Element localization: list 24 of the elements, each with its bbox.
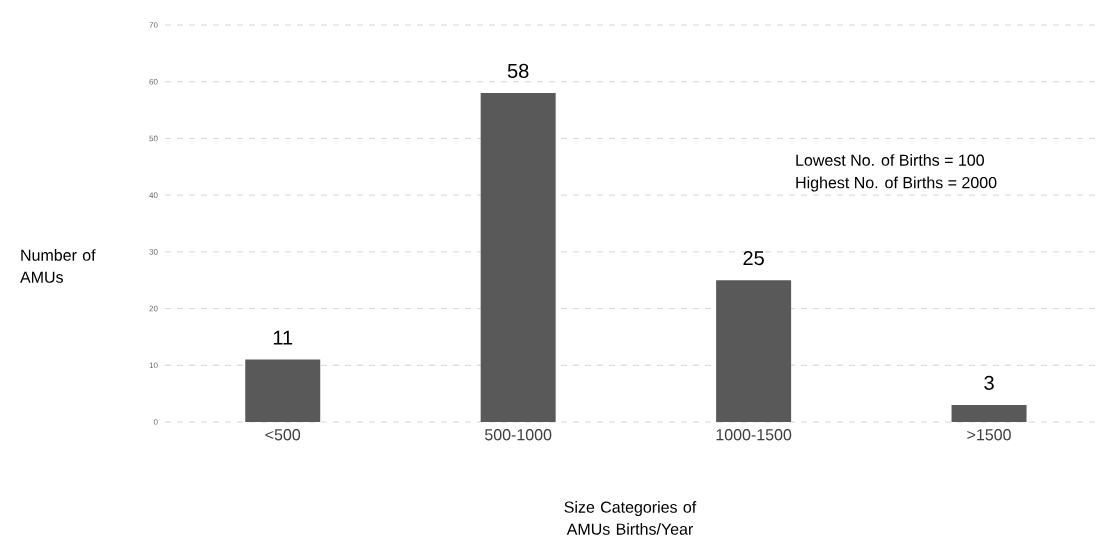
- bar: [245, 359, 321, 422]
- y-tick-label: 10: [149, 362, 158, 369]
- data-label: 58: [507, 63, 529, 78]
- y-tick-label: 50: [149, 135, 158, 142]
- x-axis-title: Size Categories of AMUs Births/Year: [564, 501, 697, 535]
- bar: [480, 93, 556, 422]
- annotation: Highest No. of Births = 2000: [796, 176, 997, 192]
- annotation: Lowest No. of Births = 100: [796, 154, 984, 166]
- bar: [951, 404, 1027, 422]
- x-tick-label: 500-1000: [484, 429, 552, 441]
- y-axis-title: Number of AMUs: [20, 249, 96, 283]
- x-tick-label: >1500: [967, 429, 1011, 441]
- y-tick-label: 0: [153, 419, 158, 425]
- data-label: 25: [743, 250, 764, 266]
- y-tick-label: 30: [149, 249, 158, 255]
- y-tick-label: 60: [149, 78, 158, 85]
- x-tick-label: 1000-1500: [716, 429, 792, 441]
- y-tick-label: 70: [149, 22, 158, 28]
- x-tick-label: <500: [265, 429, 301, 441]
- data-label: 11: [273, 330, 293, 345]
- bar: [716, 280, 792, 422]
- y-tick-label: 20: [149, 305, 158, 312]
- data-label: 3: [984, 375, 994, 390]
- y-tick-label: 40: [149, 192, 158, 198]
